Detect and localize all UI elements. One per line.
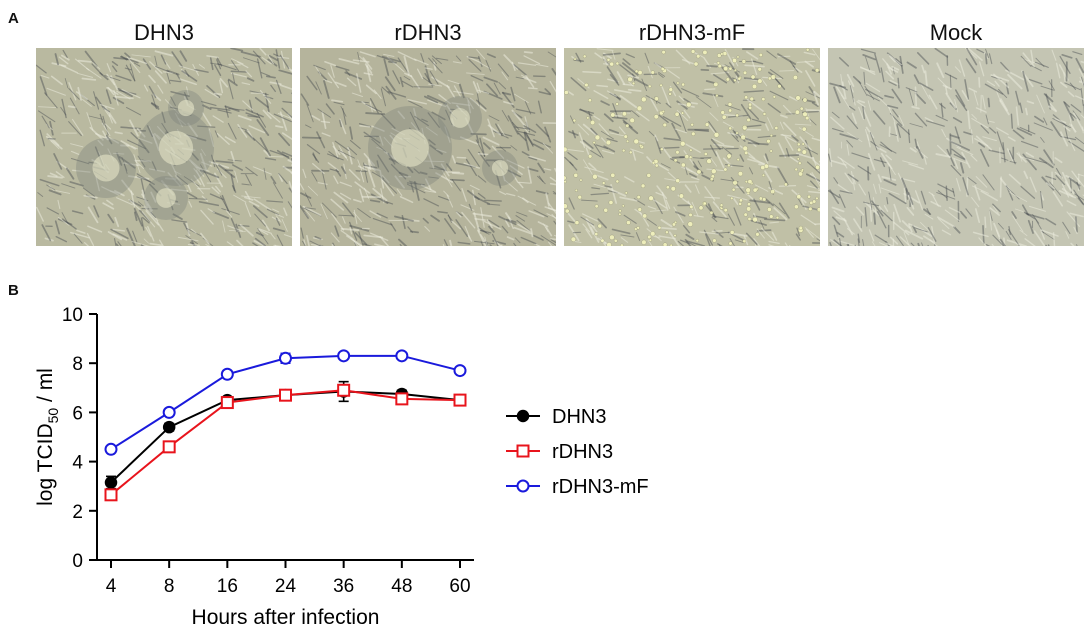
legend-label-rdhn3-mf: rDHN3-mF <box>552 476 649 498</box>
y-tick-label-6: 6 <box>72 403 83 424</box>
series-rdhn3 <box>104 383 467 502</box>
micrograph-label-dhn3: DHN3 <box>134 20 194 45</box>
series-rdhn3-mf <box>104 349 467 456</box>
legend-marker-dhn3 <box>516 409 530 423</box>
micrograph-label-rdhn3: rDHN3 <box>394 20 462 45</box>
y-tick-label-0: 0 <box>72 551 83 572</box>
point-rdhn3-36 <box>337 383 351 397</box>
point-rdhn3-mf-48 <box>395 349 409 363</box>
point-rdhn3-16 <box>220 396 234 410</box>
micrograph-dhn3 <box>36 48 292 246</box>
point-dhn3-8 <box>162 420 176 434</box>
x-tick-label-36: 36 <box>333 576 354 597</box>
y-tick-label-10: 10 <box>62 305 83 326</box>
micrograph-mock <box>828 48 1084 246</box>
micrograph-label-mock: Mock <box>929 20 983 45</box>
y-tick-label-2: 2 <box>72 502 83 523</box>
point-rdhn3-24 <box>279 388 292 402</box>
panel-a-letter: A <box>8 10 19 27</box>
legend-marker-rdhn3-mf <box>516 479 530 493</box>
y-tick-label-8: 8 <box>72 354 83 375</box>
x-tick-label-60: 60 <box>449 576 470 597</box>
panel-b-letter: B <box>8 282 19 299</box>
point-rdhn3-mf-4 <box>104 442 118 456</box>
point-rdhn3-mf-16 <box>220 367 234 381</box>
x-tick-label-16: 16 <box>217 576 238 597</box>
point-rdhn3-mf-60 <box>453 364 467 378</box>
legend-label-dhn3: DHN3 <box>552 406 606 428</box>
point-rdhn3-60 <box>453 393 467 407</box>
legend-marker-rdhn3 <box>516 444 530 458</box>
legend: DHN3 rDHN3 rDHN3-mF <box>506 406 649 498</box>
point-rdhn3-48 <box>395 392 409 406</box>
point-rdhn3-mf-24 <box>279 351 292 365</box>
legend-label-rdhn3: rDHN3 <box>552 441 613 463</box>
point-rdhn3-mf-8 <box>162 405 176 419</box>
point-rdhn3-8 <box>162 440 176 454</box>
x-tick-label-48: 48 <box>391 576 412 597</box>
point-rdhn3-mf-36 <box>337 349 351 363</box>
x-axis-label: Hours after infection <box>192 606 380 628</box>
x-tick-label-24: 24 <box>275 576 297 597</box>
micrograph-rdhn3-mf <box>564 48 820 246</box>
x-tick-label-4: 4 <box>106 576 117 597</box>
micrograph-label-rdhn3-mf: rDHN3-mF <box>638 20 746 45</box>
x-tick-label-8: 8 <box>164 576 175 597</box>
y-tick-label-4: 4 <box>72 453 83 474</box>
y-axis-label: log TCID50 / ml <box>34 368 61 506</box>
point-dhn3-4 <box>104 476 118 489</box>
point-rdhn3-4 <box>104 488 118 502</box>
micrograph-rdhn3 <box>300 48 556 246</box>
